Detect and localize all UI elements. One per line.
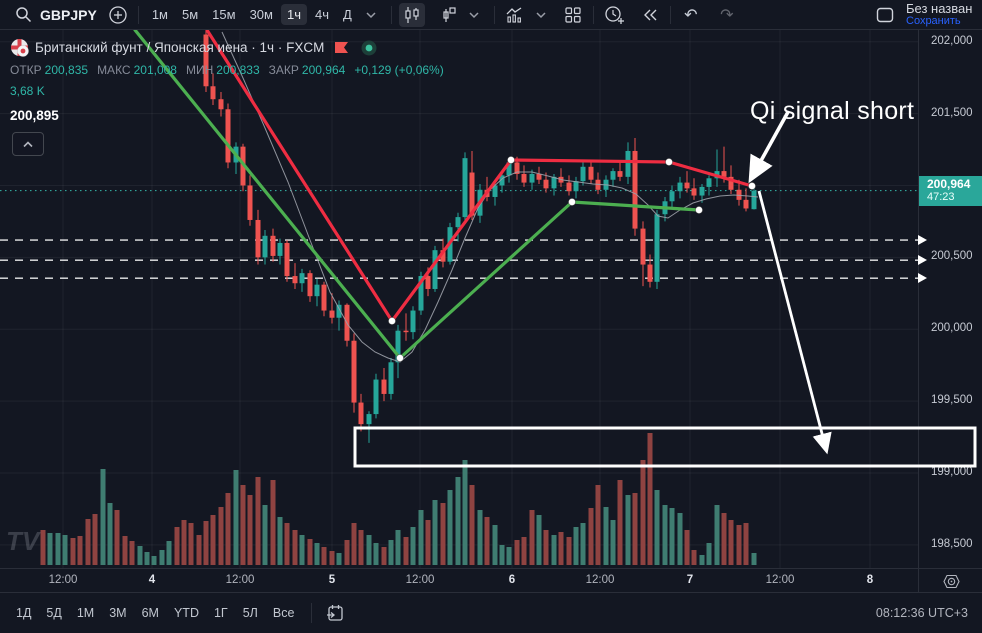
target-icon[interactable] [942,574,960,589]
price-label: 200,000 [931,322,973,335]
price-label: 201,500 [931,106,973,119]
clock-timezone[interactable]: 08:12:36 UTC+3 [875,606,968,620]
time-label: 12:00 [405,574,435,586]
toolbar-divider [311,603,313,623]
time-axis[interactable]: 12:00 4 12:00 5 12:00 6 12:00 7 12:00 8 [0,568,982,593]
range-button-5Д[interactable]: 5Д [46,606,62,620]
compare-add-icon[interactable] [105,3,131,27]
tradingview-logo: TV [6,526,40,556]
market-status-icon[interactable] [361,40,377,56]
range-button-5Л[interactable]: 5Л [242,606,258,620]
range-button-6М[interactable]: 6М [141,606,159,620]
ohlc-field: МАКС 201,008 [97,63,177,77]
flag-icon[interactable] [334,41,349,54]
layout-title[interactable]: Без назван [906,1,973,16]
search-icon[interactable] [10,3,36,27]
interval-chevron-down-icon[interactable] [358,3,384,27]
indicators-icon[interactable] [502,3,528,27]
alert-arrow-marker[interactable] [918,255,927,265]
symbol-pair-icon [10,38,29,57]
annotation-text[interactable]: Qi signal short [750,97,915,125]
price-label: 199,000 [931,466,973,478]
price-label: 202,000 [931,34,973,47]
volume-value: 3,68 K [10,84,45,98]
toolbar-divider [669,5,671,24]
interval-button-15м[interactable]: 15м [212,7,236,22]
chart-settings-candle-icon[interactable] [435,3,461,27]
bar-countdown: 47:23 [927,191,955,204]
time-label: 6 [508,574,516,586]
redo-icon[interactable]: ↷ [720,6,734,24]
alert-arrow-marker[interactable] [918,235,927,245]
range-button-1Д[interactable]: 1Д [16,606,32,620]
range-button-1М[interactable]: 1М [76,606,95,620]
toolbar-divider [592,5,594,24]
chart-type-chevron-down-icon[interactable] [461,3,487,27]
price-axis[interactable]: 200,964 47:23 202,000201,500201,000200,5… [918,30,982,568]
top-toolbar: GBPJPY 1м 5м 15м 30м 1ч 4ч Д [0,0,982,30]
current-price-value: 200,964 [927,176,971,191]
price-label: 198,500 [931,537,973,550]
interval-button-5м[interactable]: 5м [181,7,199,22]
time-label: 12:00 [48,574,78,586]
indicators-chevron-down-icon[interactable] [528,3,554,27]
range-button-Все[interactable]: Все [272,606,295,620]
ohlc-field: МИН 200,833 [185,63,260,77]
time-label: 12:00 [765,574,795,586]
range-button-3М[interactable]: 3М [109,606,127,620]
undo-icon[interactable]: ↶ [684,6,698,24]
chart-legend: Британский фунт / Японская иена · 1ч · F… [10,38,444,98]
interval-button-Д[interactable]: Д [343,7,352,22]
alert-clock-plus-icon[interactable] [601,3,627,27]
chart-type-candles-icon[interactable] [398,2,425,27]
interval-button-4ч[interactable]: 4ч [314,7,329,22]
time-label: 8 [866,574,874,586]
symbol-button[interactable]: GBPJPY [40,6,97,23]
save-button[interactable]: Сохранить [906,14,961,27]
time-label: 12:00 [585,574,615,586]
price-label: 199,500 [931,394,973,407]
interval-button-30м[interactable]: 30м [249,7,273,22]
current-price-tag: 200,964 47:23 [919,175,982,206]
range-button-YTD[interactable]: YTD [173,606,199,620]
time-label: 4 [148,574,156,586]
time-label: 12:00 [225,574,255,586]
toolbar-divider [493,5,495,24]
symbol-title[interactable]: Британский фунт / Японская иена · 1ч · F… [35,40,325,55]
layout-grid-icon[interactable] [560,3,586,27]
bottom-toolbar: 1Д 5Д 1М 3М 6М YTD 1Г 5Л Все 08:12:36 UTC+3 [0,592,982,633]
range-button-1Г[interactable]: 1Г [213,606,228,620]
axis-corner[interactable] [918,569,982,593]
ohlc-field: ЗАКР 200,964 [268,63,346,77]
interval-button-1м[interactable]: 1м [151,7,168,22]
alert-arrow-marker[interactable] [918,273,927,283]
bar-replay-icon[interactable] [637,3,663,27]
go-to-date-icon[interactable] [322,601,348,625]
time-label: 5 [328,574,336,586]
interval-button-1ч[interactable]: 1ч [280,4,307,25]
toolbar-divider [137,5,139,24]
toolbar-divider [390,5,392,24]
legend-collapse-button[interactable] [12,132,44,156]
save-layout-icon[interactable] [872,3,898,27]
price-label: 200,500 [931,250,973,263]
ohlc-field: ОТКР 200,835 [10,63,89,77]
change-value: +0,129 (+0,06%) [354,63,444,77]
time-label: 7 [686,574,694,586]
indicator-value: 200,895 [10,108,59,123]
